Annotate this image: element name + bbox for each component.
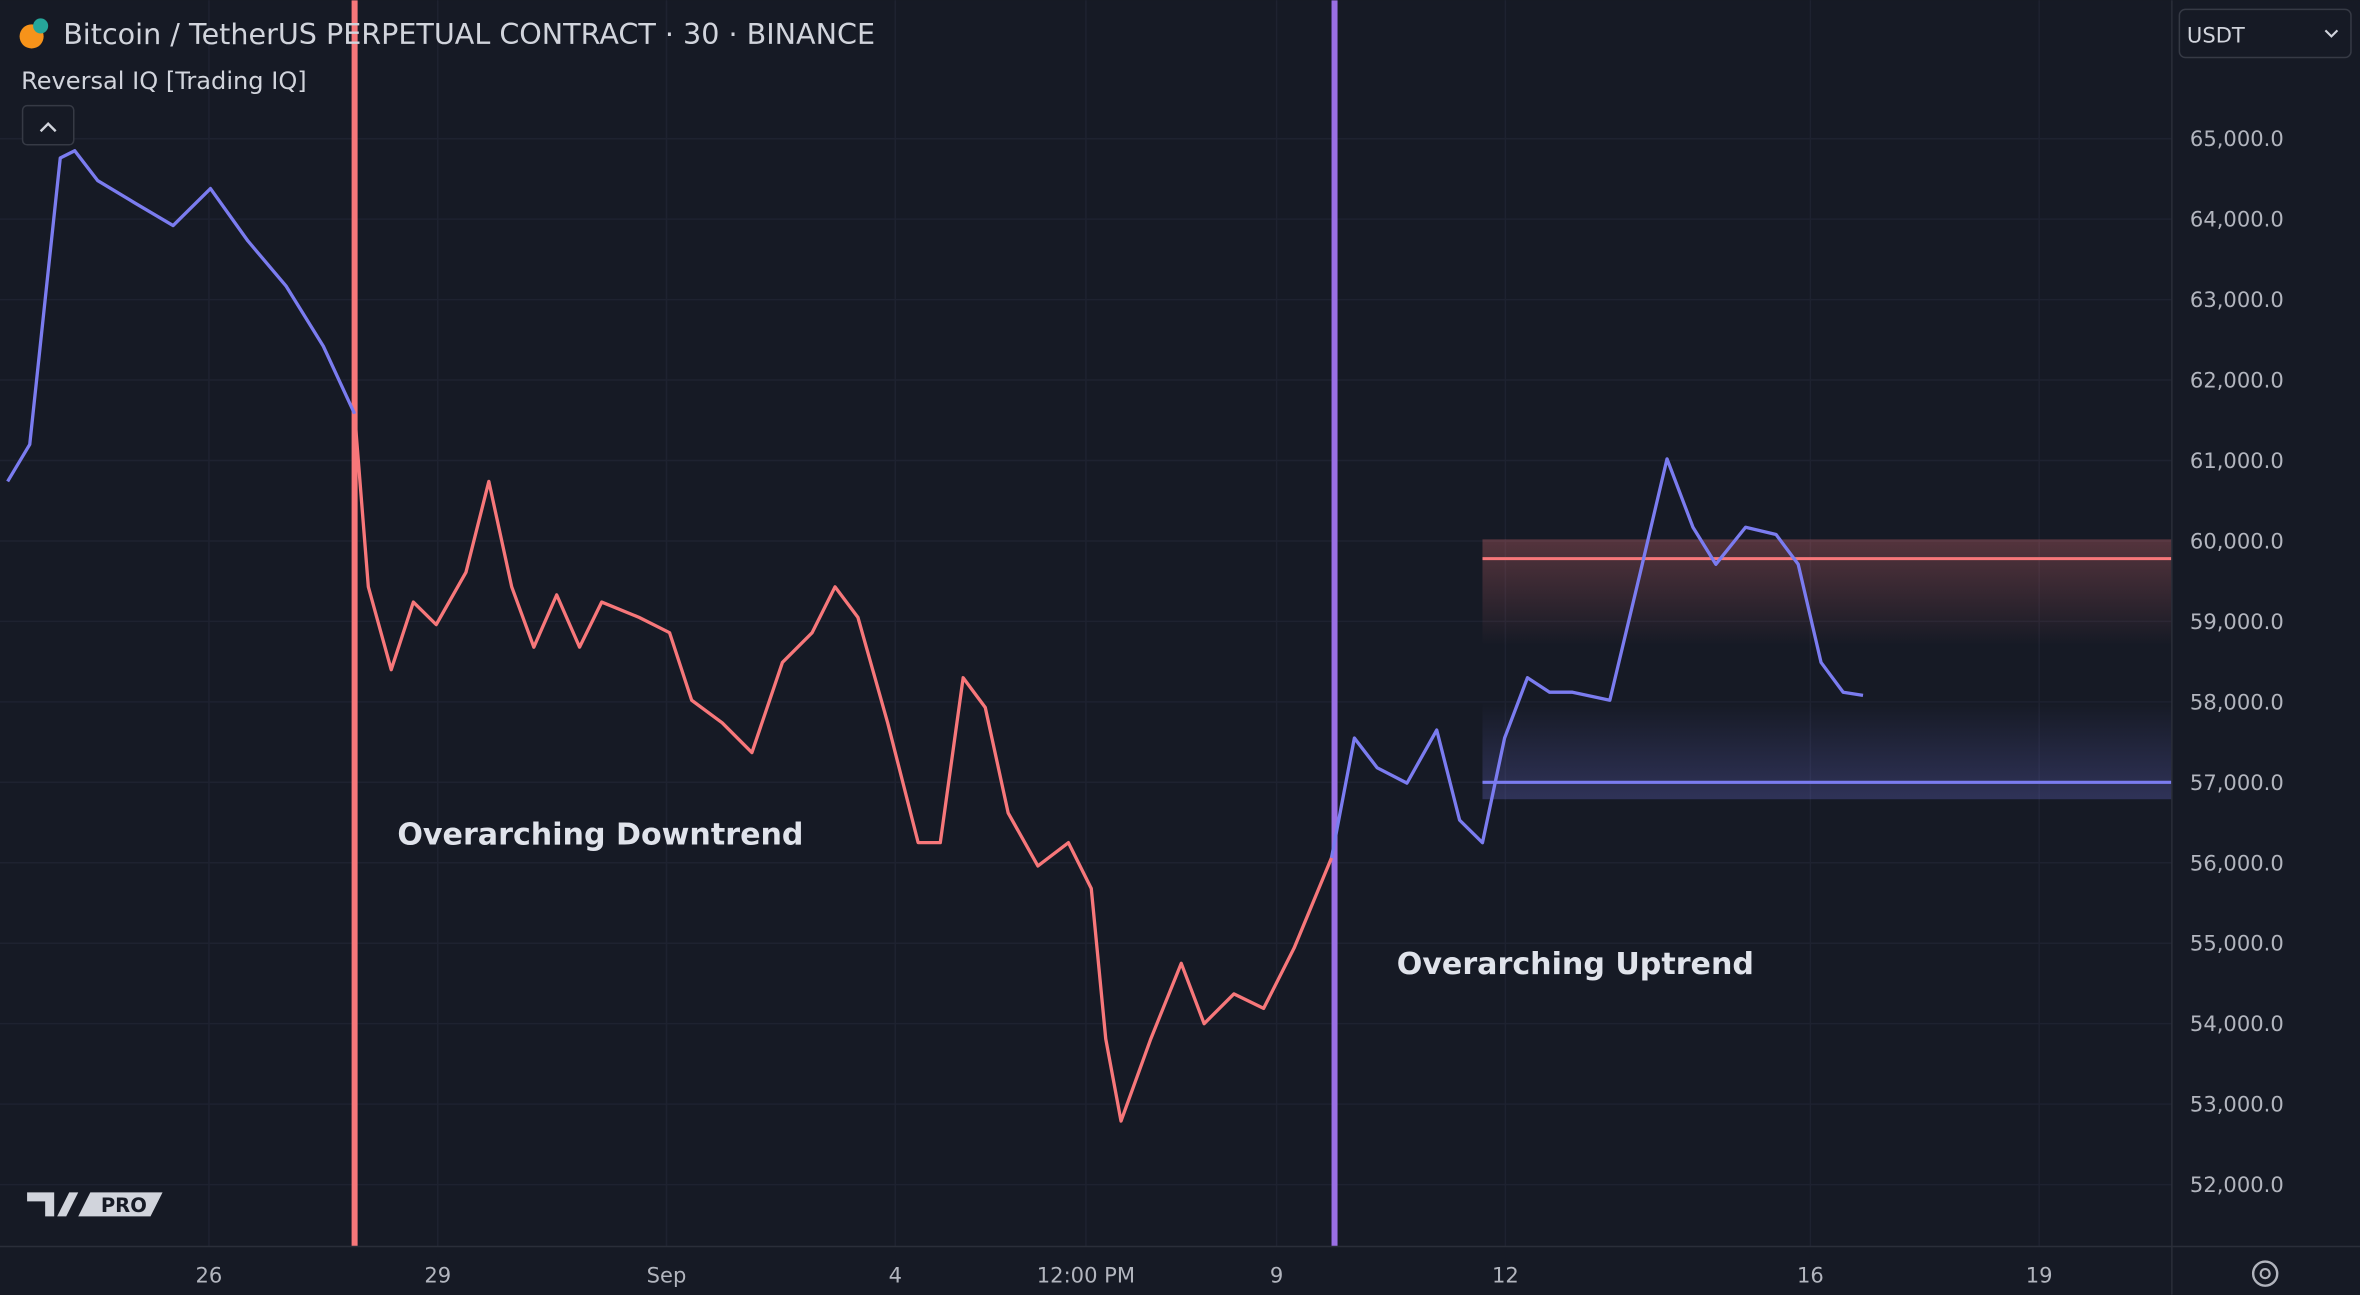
y-tick-label: 62,000.0	[2190, 368, 2284, 393]
settings-icon[interactable]	[2251, 1260, 2279, 1287]
y-tick-label: 63,000.0	[2190, 287, 2284, 312]
dropdown-arrow	[2324, 29, 2339, 38]
x-tick-label: 26	[196, 1263, 223, 1288]
x-tick-label: 4	[889, 1263, 902, 1288]
zone	[1482, 539, 2172, 646]
y-tick-label: 55,000.0	[2190, 931, 2284, 956]
y-tick-label: 57,000.0	[2190, 770, 2284, 795]
x-tick-label: 9	[1270, 1263, 1283, 1288]
annotation: Overarching Downtrend	[397, 818, 803, 853]
y-tick-label: 52,000.0	[2190, 1172, 2284, 1197]
chevron-icon	[39, 122, 57, 133]
logo	[27, 1192, 79, 1217]
annotation: Overarching Uptrend	[1397, 947, 1754, 982]
y-tick-label: 56,000.0	[2190, 850, 2284, 875]
plot-area	[6, 0, 2172, 1247]
x-tick-label: 16	[1797, 1263, 1824, 1288]
y-tick-label: 65,000.0	[2190, 126, 2284, 151]
y-tick-label: 54,000.0	[2190, 1011, 2284, 1036]
x-tick-label: 12	[1492, 1263, 1519, 1288]
y-tick-label: 59,000.0	[2190, 609, 2284, 634]
y-tick-label: 61,000.0	[2190, 448, 2284, 473]
x-tick-label: Sep	[647, 1263, 687, 1288]
x-tick-label: 12:00 PM	[1037, 1263, 1135, 1288]
trend-line	[6, 149, 1864, 859]
y-tick-label: 64,000.0	[2190, 207, 2284, 232]
y-tick-label: 60,000.0	[2190, 528, 2284, 553]
symbol-title[interactable]: Bitcoin / TetherUS PERPETUAL CONTRACT · …	[63, 17, 875, 51]
zone	[1482, 701, 2172, 800]
badge-label: PRO	[101, 1194, 147, 1217]
settings-icon	[2259, 1268, 2271, 1280]
indicator-name[interactable]: Reversal IQ [Trading IQ]	[21, 67, 307, 95]
y-tick-label: 53,000.0	[2190, 1092, 2284, 1117]
x-tick-label: 19	[2026, 1263, 2053, 1288]
y-tick-label: 58,000.0	[2190, 689, 2284, 714]
logo-badge	[78, 1192, 163, 1217]
trend-line	[352, 413, 1334, 1123]
currency-label: USDT	[2187, 22, 2245, 47]
coin-icon	[33, 18, 49, 34]
x-tick-label: 29	[424, 1263, 451, 1288]
currency-dropdown[interactable]	[2178, 8, 2352, 59]
